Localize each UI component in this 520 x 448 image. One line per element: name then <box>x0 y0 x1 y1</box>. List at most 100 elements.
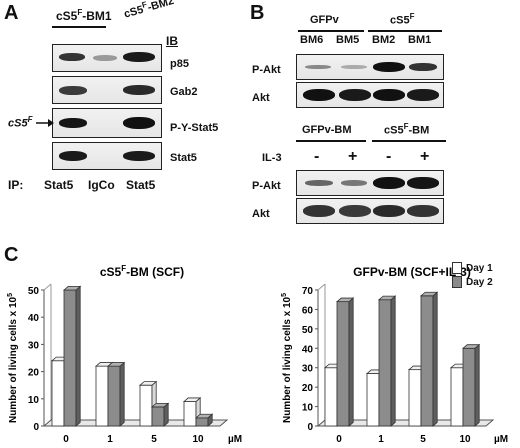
arrow-label-sup: F <box>27 115 33 124</box>
legend: Day 1 Day 2 <box>452 262 493 288</box>
y-axis-label: Number of living cells x 105 <box>7 293 19 423</box>
y-tick-label: 70 <box>302 286 314 297</box>
bar-side <box>75 285 81 427</box>
bar-top <box>461 344 481 349</box>
legend-item-day1: Day 1 <box>452 262 493 274</box>
panel-a-underline-1 <box>52 26 106 28</box>
y-tick-label: 30 <box>28 340 40 351</box>
ip-lane-1: Stat5 <box>44 178 74 192</box>
band <box>341 65 367 69</box>
y-tick-label: 50 <box>28 286 40 297</box>
bar-top <box>62 285 82 291</box>
panel-b-letter: B <box>250 2 265 24</box>
band <box>59 86 87 95</box>
ib-label: IB <box>166 34 178 48</box>
row-top-akt: Akt <box>252 92 270 104</box>
x-tick-label: 10 <box>192 434 204 445</box>
il3-sign-3: - <box>386 148 392 165</box>
x-tick-label: 0 <box>63 434 69 445</box>
row-bottom-akt: Akt <box>252 208 270 220</box>
group-cs5f-bm: cS5F-BM <box>384 122 429 137</box>
blot-stat5 <box>52 142 162 170</box>
arrow-label-cs5f: cS5F <box>8 115 32 130</box>
legend-label-day2: Day 2 <box>466 276 493 288</box>
band <box>407 205 439 217</box>
title-bm2-suffix: -BM2 <box>146 0 176 14</box>
y-tick-label: 60 <box>302 305 314 316</box>
ip-label: IP: <box>8 178 24 192</box>
x-unit-label: µM <box>494 434 508 445</box>
bar-day2-5 <box>419 291 439 427</box>
underline-gfpv-bm <box>296 140 366 142</box>
legend-swatch-day2 <box>452 276 462 288</box>
group-cs5f: cS5F <box>390 12 414 27</box>
legend-item-day2: Day 2 <box>452 276 493 288</box>
lane-bm5: BM5 <box>336 34 360 46</box>
band <box>339 205 371 217</box>
band <box>341 180 367 186</box>
blot-gab2 <box>52 76 162 104</box>
band <box>59 151 87 161</box>
panel-c-letter: C <box>4 244 19 266</box>
bar-front <box>107 365 121 427</box>
band <box>93 55 117 61</box>
x-tick-label: 1 <box>107 434 113 445</box>
il3-sign-4: + <box>420 148 430 165</box>
bar-day2-0 <box>335 297 355 427</box>
lane-bm6: BM6 <box>300 34 324 46</box>
group-gfpv: GFPv <box>310 14 339 26</box>
bar-side <box>432 291 438 427</box>
chart-title-part: -BM (SCF) <box>126 265 184 279</box>
blot-top-akt <box>296 82 444 108</box>
bar-day2-1 <box>377 295 397 427</box>
bar-front <box>420 295 434 427</box>
band <box>373 62 405 72</box>
chart-title: GFPv-BM (SCF+IL-3) <box>353 265 471 279</box>
bar-front <box>63 289 77 427</box>
y-tick-label: 50 <box>302 325 314 336</box>
bar-top <box>419 291 439 297</box>
band <box>123 85 155 95</box>
panel-a-title-bm1: cS5F-BM1 <box>56 8 112 23</box>
il3-sign-1: - <box>314 148 320 165</box>
bar-day2-5 <box>150 402 170 427</box>
band <box>373 177 405 189</box>
blot-bottom-akt <box>296 198 444 224</box>
group-gfpv-bm: GFPv-BM <box>302 124 352 136</box>
y-axis-label-part: 5 <box>7 293 14 297</box>
bar-top <box>138 381 158 386</box>
x-tick-label: 0 <box>336 434 342 445</box>
chart-title: cS5F-BM (SCF) <box>100 264 184 279</box>
row-top-p-akt: P-Akt <box>252 64 281 76</box>
label-gab2: Gab2 <box>170 86 198 98</box>
label-p85: p85 <box>170 58 189 70</box>
bar-side <box>390 295 396 427</box>
y-tick-label: 30 <box>302 364 314 375</box>
band <box>59 118 87 128</box>
band <box>59 53 85 61</box>
bar-front <box>95 365 109 427</box>
underline-cs5f-bm <box>372 140 446 142</box>
y-axis-label-part: Number of living cells x 10 <box>282 296 293 423</box>
bar-day2-0 <box>62 285 82 427</box>
band <box>407 177 439 189</box>
chart-title-part: cS5 <box>100 265 122 279</box>
y-tick-label: 40 <box>28 313 40 324</box>
legend-swatch-day1 <box>452 262 462 274</box>
x-tick-label: 10 <box>459 434 471 445</box>
bar-front <box>450 367 464 427</box>
label-p-y-stat5: P-Y-Stat5 <box>170 122 219 134</box>
back-wall-line <box>43 283 52 291</box>
band <box>303 205 335 217</box>
bar-front <box>139 384 153 427</box>
y-tick-label: 20 <box>302 383 314 394</box>
bar-top <box>150 402 170 408</box>
group-cs5f-sup: F <box>409 12 415 21</box>
bar-front <box>195 417 209 427</box>
lane-bm1: BM1 <box>408 34 432 46</box>
title-bm1-sup: F <box>77 8 83 17</box>
y-tick-label: 20 <box>28 368 40 379</box>
bar-chart-1: cS5F-BM (SCF) 0 10 20 30 40 50 Number of living… <box>7 264 242 445</box>
il3-label: IL-3 <box>262 152 282 164</box>
blot-p-y-stat5 <box>52 108 162 138</box>
